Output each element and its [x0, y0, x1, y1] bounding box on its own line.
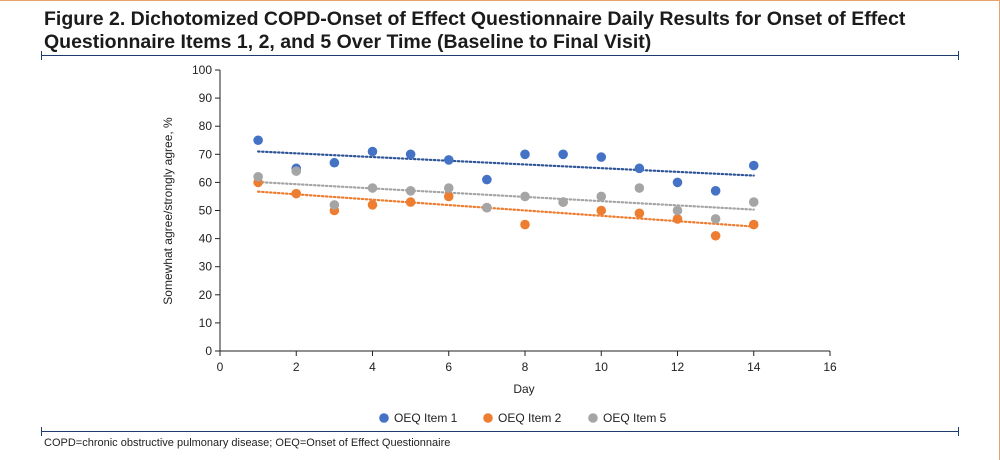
x-tick-label: 2 [293, 360, 300, 374]
x-tick-label: 4 [369, 360, 376, 374]
data-point [672, 177, 683, 188]
data-point [405, 197, 416, 207]
data-points [253, 135, 759, 241]
data-point [253, 171, 263, 182]
data-point [291, 166, 302, 176]
data-point [596, 191, 607, 202]
data-point [748, 197, 759, 207]
trendline [257, 180, 755, 211]
data-point [596, 152, 607, 162]
data-point [634, 183, 645, 193]
x-axis-label: Day [513, 382, 534, 396]
y-tick-label: 100 [192, 63, 212, 77]
data-point [291, 188, 302, 199]
data-point [748, 160, 759, 171]
x-tick-label: 0 [217, 360, 224, 374]
data-point [405, 149, 416, 160]
y-tick-label: 90 [199, 91, 213, 105]
y-tick-label: 0 [205, 344, 212, 358]
data-point [558, 197, 568, 207]
trendline [257, 190, 755, 228]
data-point [443, 155, 454, 165]
trendlines [257, 150, 755, 228]
data-point [520, 191, 530, 202]
data-point [672, 205, 683, 216]
legend-label: OEQ Item 2 [498, 411, 562, 425]
x-tick-label: 14 [747, 360, 761, 374]
data-point [748, 219, 759, 230]
title-divider [41, 51, 959, 60]
data-point [367, 183, 378, 193]
data-point [482, 174, 492, 185]
y-tick-label: 70 [199, 147, 213, 161]
data-point [329, 200, 340, 210]
data-point [367, 146, 378, 157]
y-tick-label: 30 [199, 260, 213, 274]
data-point [443, 183, 454, 193]
legend-marker [483, 413, 493, 423]
y-tick-label: 80 [199, 119, 213, 133]
data-point [405, 186, 416, 196]
data-point [367, 200, 378, 210]
data-point [710, 214, 721, 224]
legend-label: OEQ Item 5 [603, 411, 667, 425]
data-point [443, 191, 454, 202]
legend-marker [379, 413, 389, 423]
footnote: COPD=chronic obstructive pulmonary disea… [44, 437, 451, 449]
data-point [710, 230, 721, 241]
y-tick-label: 50 [199, 204, 213, 218]
y-tick-label: 20 [199, 288, 213, 302]
trendline [257, 150, 755, 177]
frame-top-border [0, 0, 1000, 1]
y-tick-label: 60 [199, 175, 213, 189]
data-point [558, 149, 568, 160]
x-tick-label: 12 [671, 360, 685, 374]
data-point [520, 149, 530, 160]
x-tick-label: 6 [445, 360, 452, 374]
data-point [482, 202, 492, 213]
x-tick-label: 16 [823, 360, 837, 374]
data-point [710, 186, 721, 196]
data-point [596, 205, 607, 216]
data-point [634, 208, 645, 219]
footnote-divider [41, 427, 959, 436]
y-tick-label: 10 [199, 316, 213, 330]
data-point [520, 219, 530, 230]
data-point [253, 135, 263, 146]
data-point [634, 163, 645, 174]
data-point [672, 214, 683, 224]
y-axis-label: Somewhat agree/strongly agree, % [161, 117, 175, 305]
y-tick-label: 40 [199, 232, 213, 246]
x-tick-label: 8 [522, 360, 529, 374]
figure-title: Figure 2. Dichotomized COPD-Onset of Eff… [44, 8, 906, 53]
chart-axes: 0 10 20 30 40 50 60 70 80 90 100 0 2 4 6 8 10 12 14 16 [192, 63, 837, 374]
data-point [329, 157, 340, 168]
legend-label: OEQ Item 1 [394, 411, 458, 425]
chart-legend: OEQ Item 1 OEQ Item 2 OEQ Item 5 [379, 411, 667, 425]
legend-marker [588, 413, 598, 423]
x-tick-label: 10 [595, 360, 609, 374]
